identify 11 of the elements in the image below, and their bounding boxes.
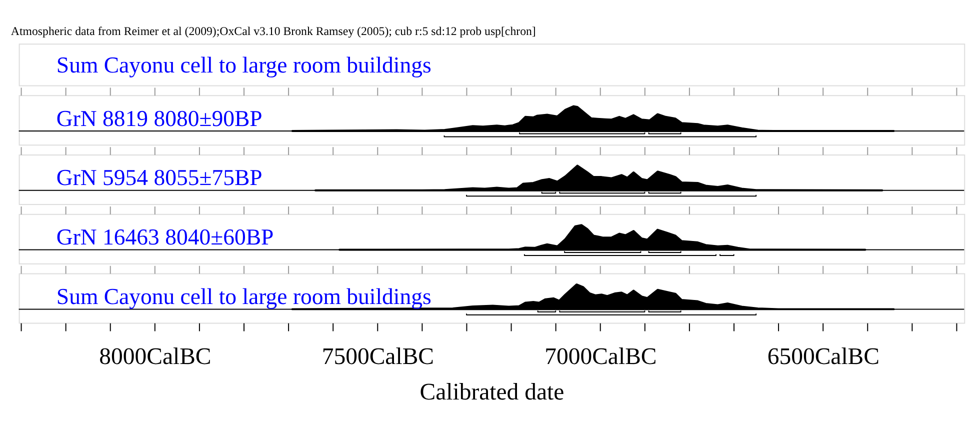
chart-title: Sum Cayonu cell to large room buildings	[56, 284, 432, 309]
text: Atmospheric data from Reimer et al (2009);OxCal v3.10 Bronk Ramsey (2005); cub r:5 sd:12 prob usp[chron]	[10, 24, 536, 38]
chart-title: GrN 8819 8080±90BP	[56, 106, 262, 131]
x-tick-label: 7500CalBC	[322, 344, 434, 370]
text: Sum Cayonu cell to large room buildings	[56, 52, 432, 78]
x-tick-label: 6500CalBC	[767, 344, 880, 370]
x-tick-label: 7000CalBC	[544, 344, 657, 370]
x-tick-label: 8000CalBC	[99, 344, 212, 370]
chart-title: GrN 16463 8040±60BP	[56, 224, 274, 250]
x-axis-title: Calibrated date	[420, 380, 564, 406]
chart-title: GrN 5954 8055±75BP	[56, 165, 262, 190]
